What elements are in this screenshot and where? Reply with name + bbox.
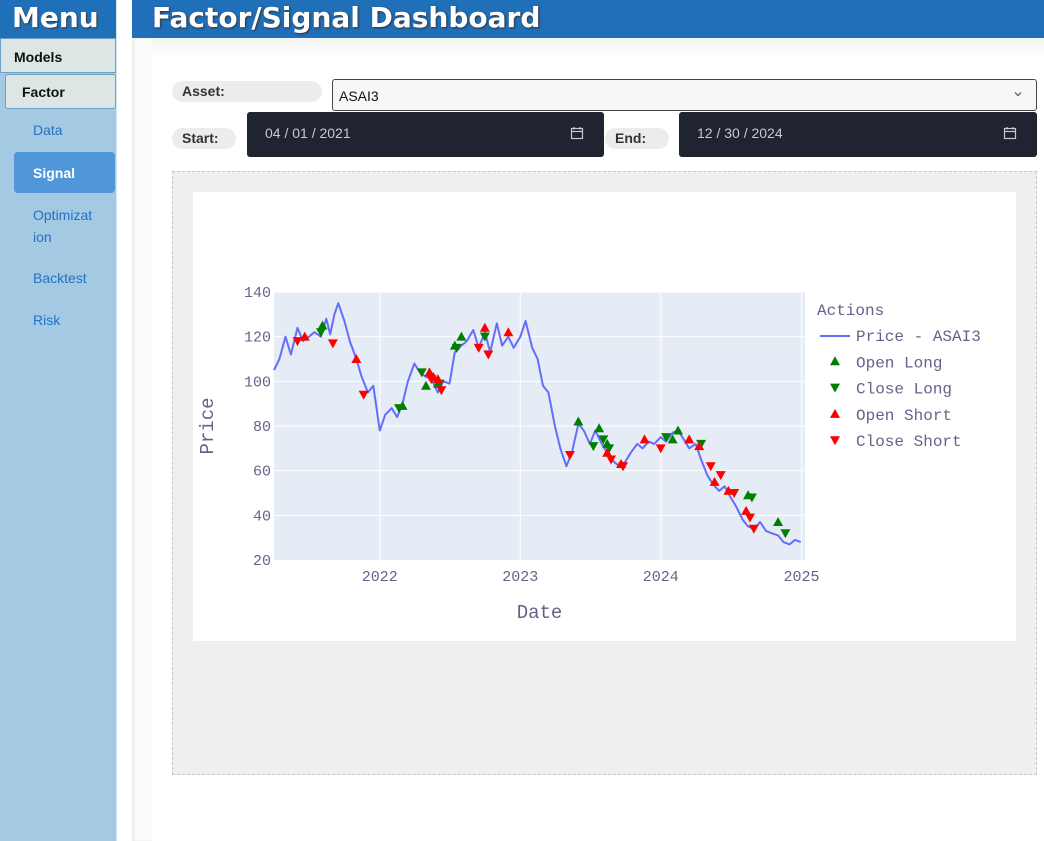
start-date-value: 04 / 01 / 2021: [265, 125, 351, 141]
legend-entry: Price - ASAI3: [856, 328, 981, 346]
start-date-input[interactable]: 04 / 01 / 2021: [247, 112, 604, 157]
close-short-marker: [292, 337, 303, 347]
calendar-icon[interactable]: [1003, 126, 1017, 140]
y-tick-label: 20: [253, 553, 271, 570]
close-short-marker: [715, 471, 726, 481]
y-tick-label: 60: [253, 464, 271, 481]
open-long-marker: [594, 423, 605, 433]
chart-card: 20 40 60 80 100 120 140 2022 2023 2024 2025 Date Pri…: [193, 192, 1016, 641]
close-short-marker: [744, 513, 755, 523]
open-short-marker: [351, 354, 362, 363]
signal-chart[interactable]: 20 40 60 80 100 120 140 2022 2023 2024 2025 Date Pri…: [193, 192, 1016, 641]
legend-entry: Close Long: [856, 381, 952, 399]
close-short-marker: [606, 455, 617, 465]
close-short-marker: [729, 489, 740, 498]
y-axis-title: Price: [197, 397, 219, 454]
open-long-marker: [456, 331, 467, 341]
open-short-marker: [432, 374, 443, 384]
close-long-marker: [598, 435, 609, 445]
close-long-marker: [696, 439, 707, 449]
close-short-marker: [436, 386, 447, 396]
end-date-input[interactable]: 12 / 30 / 2024: [679, 112, 1037, 157]
x-axis-title: Date: [517, 602, 563, 624]
close-long-marker: [479, 332, 490, 342]
x-tick-label: 2025: [784, 569, 820, 586]
sidebar-item-risk[interactable]: Risk: [33, 312, 61, 328]
close-long-marker: [661, 433, 672, 443]
content-top-shade: [152, 38, 1044, 60]
close-short-marker: [705, 462, 716, 472]
page-title: Factor/Signal Dashboard: [132, 0, 1044, 38]
open-long-marker: [773, 517, 784, 527]
open-short-marker: [299, 331, 310, 341]
legend-entry: Close Short: [856, 433, 962, 451]
y-tick-label: 100: [244, 374, 271, 391]
close-long-marker: [451, 343, 462, 353]
x-tick-label: 2024: [643, 569, 679, 586]
legend-marker-swatch: [830, 436, 840, 446]
open-short-marker: [503, 327, 514, 337]
close-short-marker: [358, 390, 369, 400]
close-short-marker: [426, 375, 437, 385]
y-tick-label: 120: [244, 330, 271, 347]
legend-title: Actions: [817, 302, 884, 320]
x-tick-label: 2023: [502, 569, 538, 586]
open-short-marker: [424, 367, 435, 377]
legend-marker-swatch: [830, 383, 840, 393]
close-long-marker: [394, 404, 405, 414]
asset-dropdown[interactable]: ASAI3: [332, 79, 1037, 111]
close-short-marker: [617, 462, 628, 472]
open-short-marker: [479, 322, 490, 332]
close-long-marker: [416, 368, 427, 378]
legend-marker-swatch: [830, 356, 840, 366]
sidebar-item-models[interactable]: Models: [0, 38, 116, 73]
legend-marker-swatch: [830, 408, 840, 418]
open-long-marker: [420, 380, 431, 390]
close-long-marker: [746, 493, 757, 503]
sidebar-item-data[interactable]: Data: [33, 122, 63, 138]
open-short-marker: [684, 434, 695, 444]
sidebar-item-backtest[interactable]: Backtest: [33, 270, 87, 286]
x-tick-label: 2022: [362, 569, 398, 586]
close-short-marker: [655, 444, 666, 454]
close-short-marker: [748, 524, 759, 534]
content-gutter: [132, 38, 152, 841]
y-tick-label: 40: [253, 508, 271, 525]
start-label: Start:: [172, 128, 236, 149]
legend-entry: Open Long: [856, 354, 942, 372]
sidebar-item-signal[interactable]: Signal: [14, 152, 115, 193]
sidebar-item-factor[interactable]: Factor: [5, 74, 116, 109]
open-long-marker: [317, 320, 328, 330]
close-short-marker: [564, 451, 575, 461]
open-short-marker: [741, 505, 752, 515]
open-short-marker: [723, 485, 734, 495]
legend-entry: Open Short: [856, 407, 952, 425]
y-tick-label: 80: [253, 419, 271, 436]
close-short-marker: [473, 343, 484, 353]
sidebar: Menu Models Factor Data Signal Optimizat…: [0, 0, 117, 841]
open-short-marker: [639, 434, 650, 444]
sidebar-item-optimization[interactable]: Optimizat ion: [33, 207, 93, 245]
chevron-down-icon: [1014, 92, 1022, 97]
calendar-icon[interactable]: [570, 126, 584, 140]
close-long-marker: [315, 328, 326, 338]
open-short-marker: [709, 476, 720, 486]
open-long-marker: [667, 434, 678, 444]
end-label: End:: [605, 128, 669, 149]
y-tick-label: 140: [244, 285, 271, 302]
menu-title: Menu: [0, 0, 116, 38]
close-long-marker: [780, 529, 791, 539]
open-short-marker: [602, 447, 613, 457]
close-long-marker: [604, 444, 615, 454]
open-long-marker: [573, 416, 584, 426]
close-short-marker: [483, 350, 494, 360]
asset-dropdown-value: ASAI3: [339, 88, 379, 104]
asset-label: Asset:: [172, 81, 322, 102]
open-short-marker: [694, 441, 705, 451]
close-long-marker: [588, 442, 599, 452]
close-short-marker: [327, 339, 338, 349]
end-date-value: 12 / 30 / 2024: [697, 125, 783, 141]
open-long-marker: [673, 425, 684, 435]
